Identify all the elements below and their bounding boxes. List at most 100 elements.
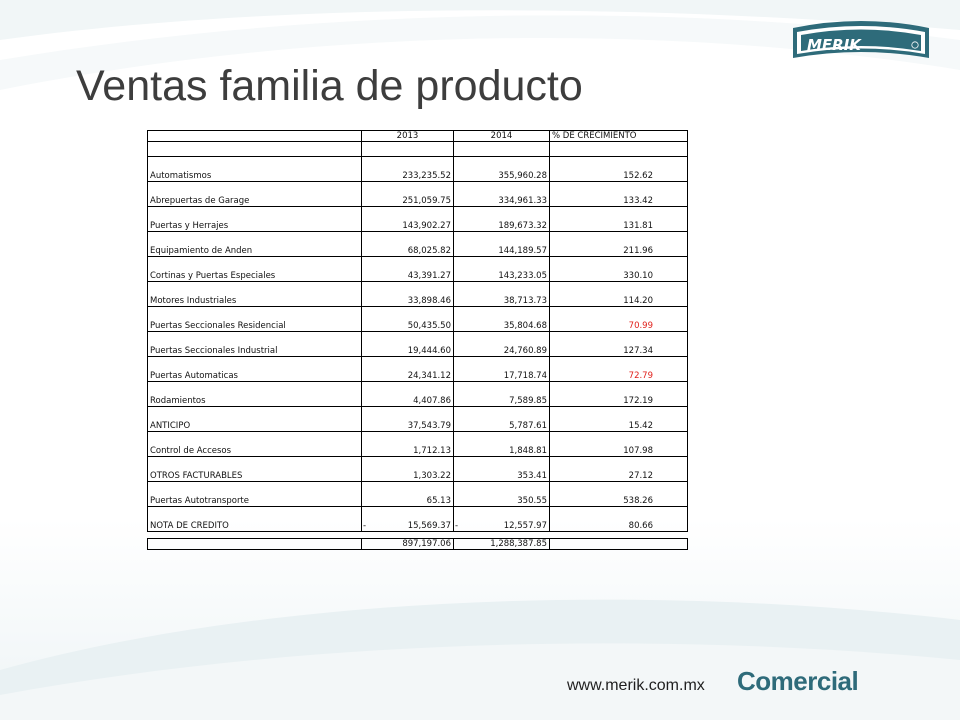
family-name-cell: Puertas Seccionales Residencial (147, 306, 362, 332)
sales-2014-cell: 334,961.33 (453, 181, 550, 207)
total-2013-cell: 897,197.06 (361, 538, 454, 550)
totals-row: 897,197.06 1,288,387.85 (147, 538, 688, 550)
table-row: OTROS FACTURABLES 1,303.22 353.41 27.12 (147, 456, 688, 482)
growth-percent-cell: 127.34 (549, 331, 688, 357)
sales-2014-cell: 355,960.28 (453, 156, 550, 182)
table-row: Automatismos 233,235.52 355,960.28 152.62 (147, 156, 688, 182)
growth-percent-cell: 27.12 (549, 456, 688, 482)
header-2013: 2013 (361, 130, 454, 142)
table-row: Puertas Seccionales Industrial 19,444.60 2… (147, 331, 688, 357)
family-name-cell: Control de Accesos (147, 431, 362, 457)
table-spacer-row (147, 141, 688, 157)
table-row: Puertas Autotransporte 65.13 350.55 538.26 (147, 481, 688, 507)
sales-2014-cell: 350.55 (453, 481, 550, 507)
sales-2014-cell: 7,589.85 (453, 381, 550, 407)
growth-percent-cell: 131.81 (549, 206, 688, 232)
growth-percent-cell: 72.79 (549, 356, 688, 382)
table-row: Cortinas y Puertas Especiales 43,391.27 14… (147, 256, 688, 282)
footer-url: www.merik.com.mx (567, 677, 705, 694)
top-decorative-swoosh (0, 0, 960, 91)
growth-percent-cell: 211.96 (549, 231, 688, 257)
sales-2013-cell: 33,898.46 (361, 281, 454, 307)
table-row: Motores Industriales 33,898.46 38,713.73 11… (147, 281, 688, 307)
growth-percent-cell: 107.98 (549, 431, 688, 457)
table-row: Equipamiento de Anden 68,025.82 144,189.57… (147, 231, 688, 257)
spacer-cell (453, 141, 550, 157)
sales-2014-cell: 35,804.68 (453, 306, 550, 332)
totals-label-cell (147, 538, 362, 550)
growth-percent-cell: 172.19 (549, 381, 688, 407)
family-name-cell: Abrepuertas de Garage (147, 181, 362, 207)
sales-2013-cell: 37,543.79 (361, 406, 454, 432)
header-family (147, 130, 362, 142)
family-name-cell: Puertas Automaticas (147, 356, 362, 382)
family-name-cell: OTROS FACTURABLES (147, 456, 362, 482)
growth-percent-cell: 330.10 (549, 256, 688, 282)
sales-2014-cell: 17,718.74 (453, 356, 550, 382)
table-row: Puertas y Herrajes 143,902.27 189,673.32 13… (147, 206, 688, 232)
growth-percent-cell: 114.20 (549, 281, 688, 307)
total-2014-cell: 1,288,387.85 (453, 538, 550, 550)
family-name-cell: Puertas y Herrajes (147, 206, 362, 232)
slide-title: Ventas familia de producto (76, 62, 583, 110)
sales-2014-cell: 144,189.57 (453, 231, 550, 257)
family-name-cell: Motores Industriales (147, 281, 362, 307)
sales-2013-cell: 1,712.13 (361, 431, 454, 457)
sales-2013-cell: 251,059.75 (361, 181, 454, 207)
sales-2013-cell: 24,341.12 (361, 356, 454, 382)
sales-2014-cell: 1,848.81 (453, 431, 550, 457)
sales-2013-cell: 68,025.82 (361, 231, 454, 257)
sales-2014-cell: 353.41 (453, 456, 550, 482)
sales-2014-cell: 38,713.73 (453, 281, 550, 307)
spacer-cell (361, 141, 454, 157)
growth-percent-cell: 15.42 (549, 406, 688, 432)
header-2014: 2014 (453, 130, 550, 142)
family-name-cell: Equipamiento de Anden (147, 231, 362, 257)
footer-brand: Comercial (737, 666, 859, 696)
sales-2013-cell: 233,235.52 (361, 156, 454, 182)
table-row: Puertas Automaticas 24,341.12 17,718.74 72.… (147, 356, 688, 382)
sales-table-body: 2013 2014 % DE CRECIMIENTO Automatismos 2… (147, 130, 688, 550)
merik-logo: MERIK (793, 21, 929, 58)
spacer-cell (148, 532, 688, 539)
spacer-cell (147, 141, 362, 157)
negative-sign: - (363, 521, 367, 531)
sales-2013-cell: 19,444.60 (361, 331, 454, 357)
sales-2013-cell: 4,407.86 (361, 381, 454, 407)
bottom-decorative-swoosh (0, 599, 960, 720)
header-growth: % DE CRECIMIENTO (549, 130, 688, 142)
table-row: Control de Accesos 1,712.13 1,848.81 107.98 (147, 431, 688, 457)
sales-2013-cell: 1,303.22 (361, 456, 454, 482)
sales-2014-cell: - 12,557.97 (453, 506, 550, 532)
sales-table: 2013 2014 % DE CRECIMIENTO Automatismos 2… (147, 130, 688, 550)
table-row: ANTICIPO 37,543.79 5,787.61 15.42 (147, 406, 688, 432)
sales-2013-cell: 43,391.27 (361, 256, 454, 282)
family-name-cell: Rodamientos (147, 381, 362, 407)
spacer-cell (549, 141, 688, 157)
table-header-row: 2013 2014 % DE CRECIMIENTO (147, 130, 688, 142)
table-row: Puertas Seccionales Residencial 50,435.50… (147, 306, 688, 332)
growth-percent-cell: 80.66 (549, 506, 688, 532)
sales-2013-cell: - 15,569.37 (361, 506, 454, 532)
family-name-cell: Cortinas y Puertas Especiales (147, 256, 362, 282)
negative-value: 15,569.37 (407, 521, 451, 531)
logo-wordmark: MERIK (807, 36, 862, 54)
family-name-cell: Puertas Autotransporte (147, 481, 362, 507)
total-growth-cell (549, 538, 688, 550)
family-name-cell: NOTA DE CREDITO (147, 506, 362, 532)
sales-2014-cell: 143,233.05 (453, 256, 550, 282)
sales-2013-cell: 143,902.27 (361, 206, 454, 232)
sales-2013-cell: 65.13 (361, 481, 454, 507)
table-spacer-row (148, 532, 688, 539)
family-name-cell: ANTICIPO (147, 406, 362, 432)
growth-percent-cell: 152.62 (549, 156, 688, 182)
growth-percent-cell: 70.99 (549, 306, 688, 332)
table-row: Abrepuertas de Garage 251,059.75 334,961.3… (147, 181, 688, 207)
growth-percent-cell: 538.26 (549, 481, 688, 507)
sales-2014-cell: 5,787.61 (453, 406, 550, 432)
sales-2014-cell: 24,760.89 (453, 331, 550, 357)
sales-2013-cell: 50,435.50 (361, 306, 454, 332)
negative-sign: - (455, 521, 459, 531)
table-row: NOTA DE CREDITO -15,569.37-12,557.97 80.66 (147, 506, 688, 532)
family-name-cell: Puertas Seccionales Industrial (147, 331, 362, 357)
